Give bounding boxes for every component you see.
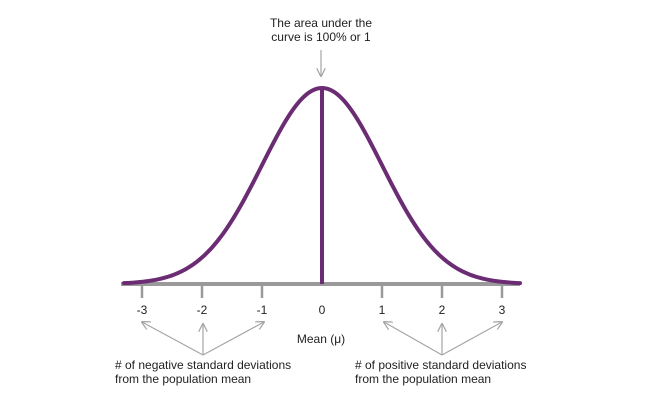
area-note-line-1: The area under the — [269, 16, 373, 30]
negative-note-line-1: # of negative standard deviations — [115, 358, 292, 372]
x-tick-label: 3 — [499, 303, 506, 317]
negative-deviations-note: # of negative standard deviations from t… — [115, 358, 291, 386]
negative-arrow-left — [142, 322, 204, 356]
x-tick-label: 1 — [379, 303, 386, 317]
positive-deviations-note: # of positive standard deviations from t… — [355, 358, 526, 386]
negative-note-line-2: from the population mean — [115, 372, 252, 386]
positive-arrow-left — [384, 322, 443, 356]
x-tick-label: -2 — [197, 303, 208, 317]
x-tick-label: -3 — [137, 303, 148, 317]
mean-label: Mean (μ) — [296, 332, 346, 346]
negative-arrow-right — [202, 322, 264, 356]
x-tick-label: -1 — [257, 303, 268, 317]
x-tick-label: 2 — [439, 303, 446, 317]
x-tick-label: 0 — [319, 303, 326, 317]
positive-arrow-right — [441, 322, 502, 356]
area-note-line-2: curve is 100% or 1 — [271, 30, 371, 44]
positive-note-line-2: from the population mean — [355, 372, 492, 386]
positive-note-line-1: # of positive standard deviations — [355, 358, 527, 372]
area-note: The area under the curve is 100% or 1 — [250, 16, 392, 44]
